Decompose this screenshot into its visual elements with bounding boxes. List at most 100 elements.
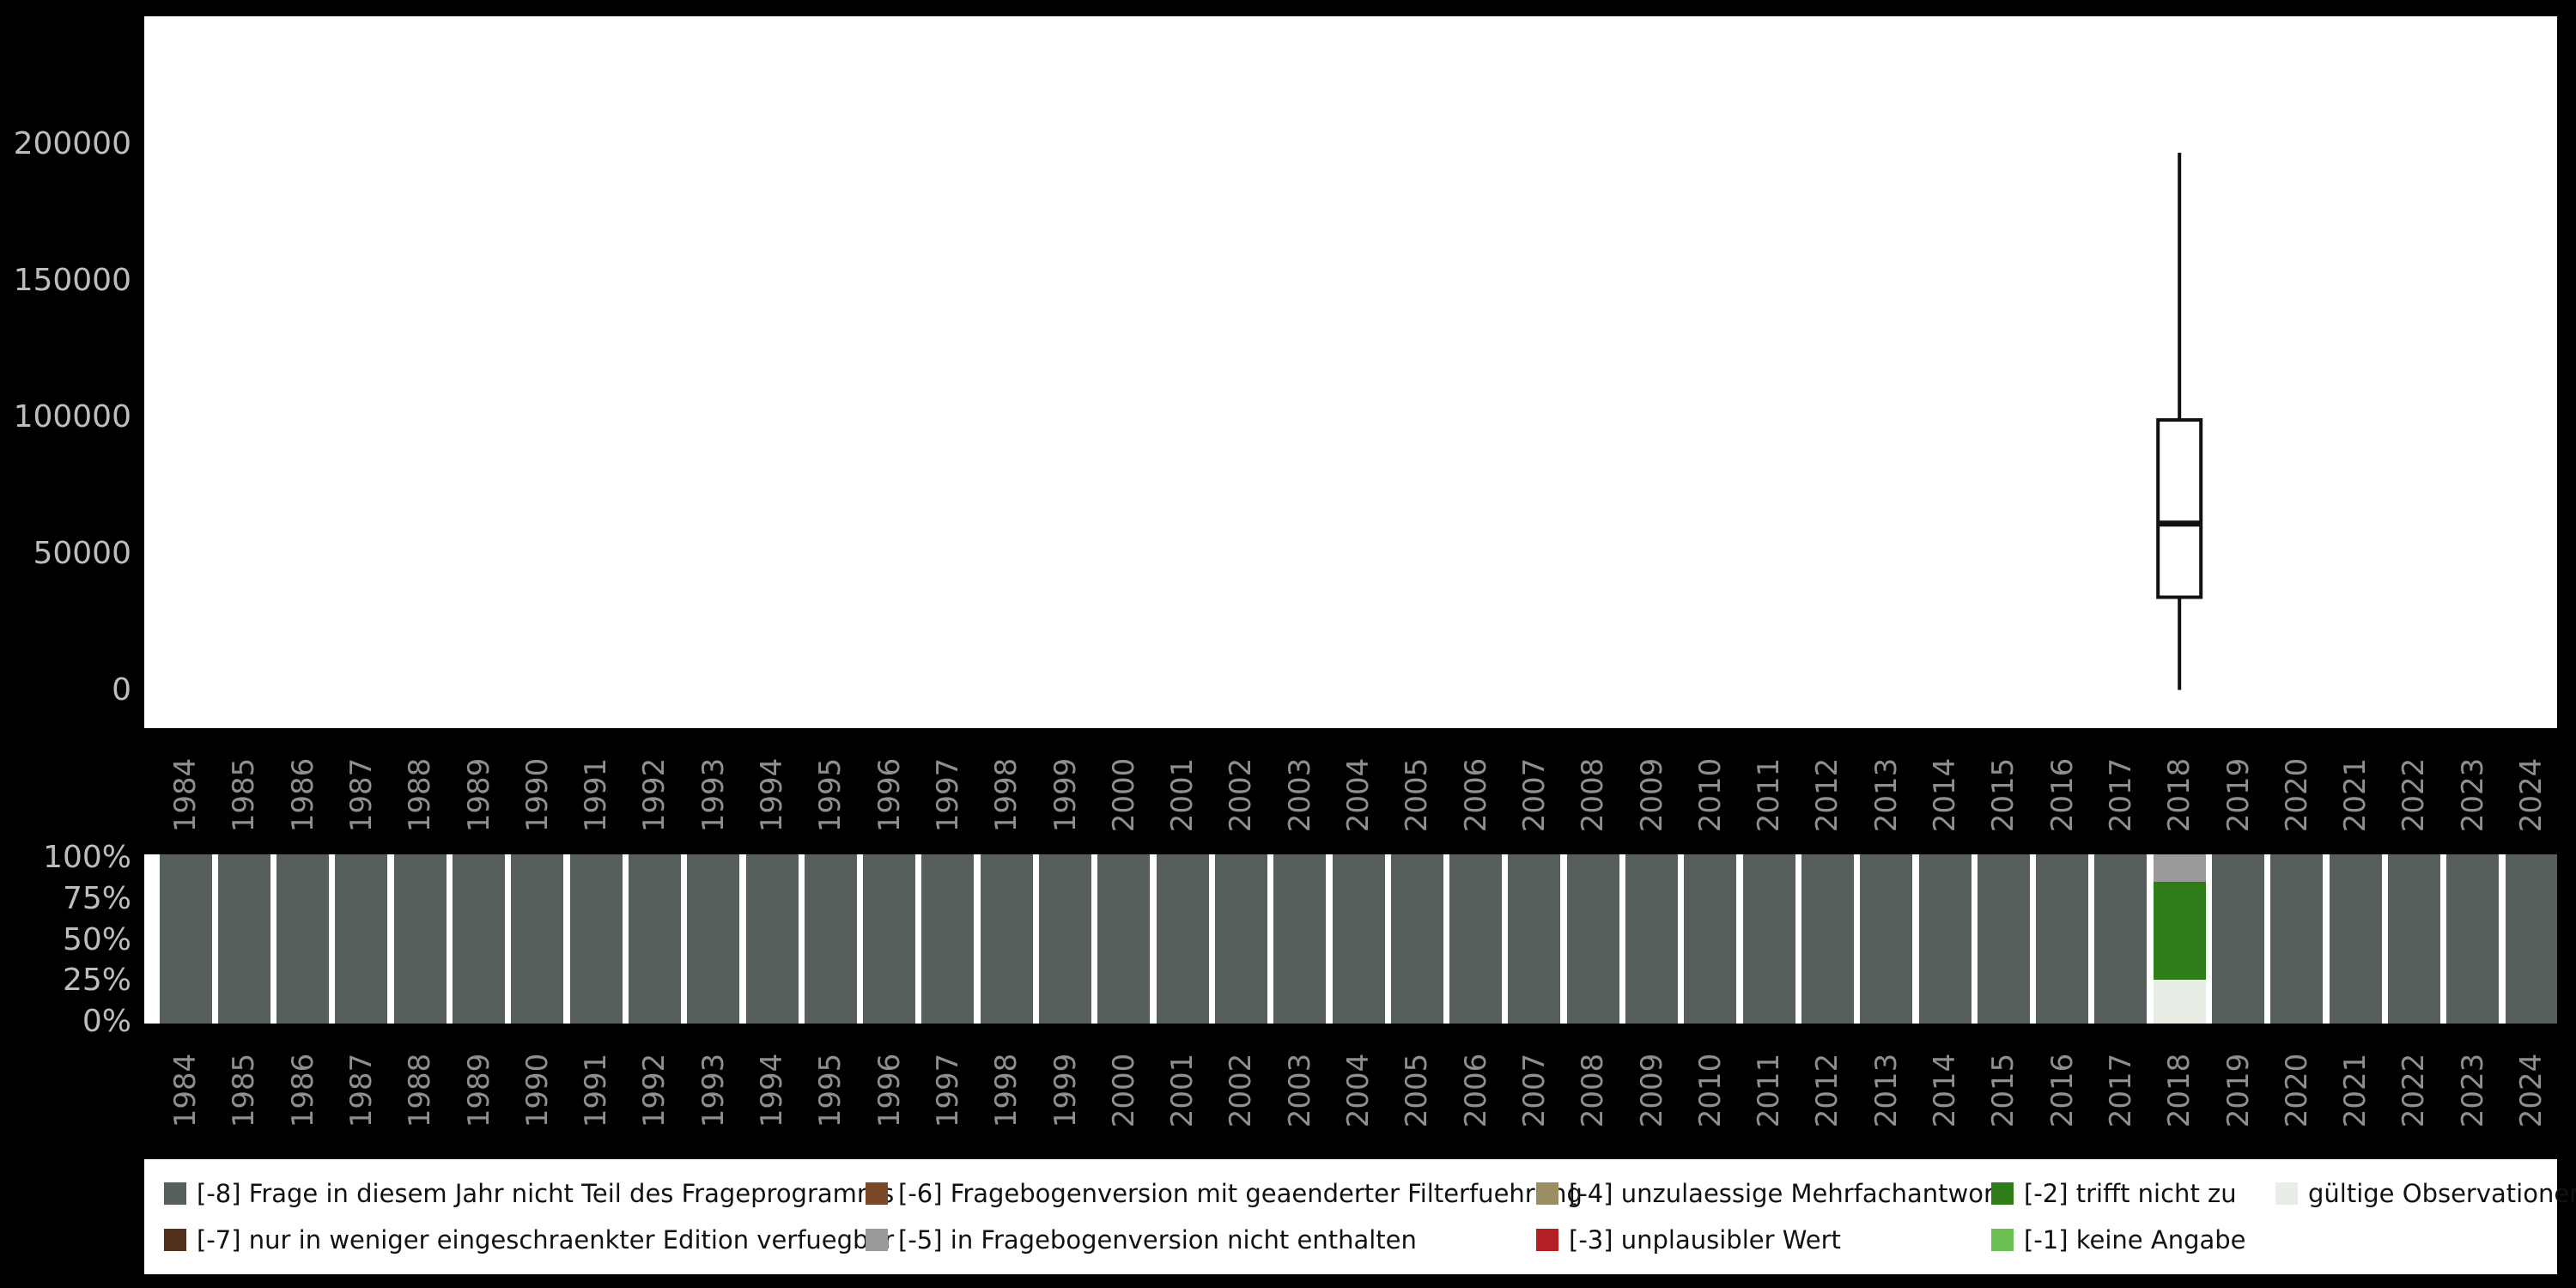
x-axis-tick-label: 2020 xyxy=(2279,1053,2314,1128)
x-axis-tick-label: 2004 xyxy=(1341,757,1376,833)
bar-segment--8 xyxy=(980,854,1033,1024)
bar-segment--8 xyxy=(2094,854,2148,1024)
bar-segment--8 xyxy=(2505,854,2557,1024)
x-axis-tick-label: 1998 xyxy=(989,1053,1024,1128)
stacked-bar-1986 xyxy=(276,854,330,1024)
stacked-bar-1995 xyxy=(804,854,857,1024)
bar-segment--8 xyxy=(159,854,212,1024)
x-axis-tick-label: 1987 xyxy=(343,1053,379,1128)
legend-item--4: [-4] unzulaessige Mehrfachantwort xyxy=(1536,1178,2003,1209)
x-axis-tick-label: 1990 xyxy=(519,757,555,833)
bar-segment--8 xyxy=(687,854,740,1024)
x-axis-tick-label: 1994 xyxy=(755,1053,789,1128)
stacked-bar-2007 xyxy=(1508,854,1561,1024)
x-axis-tick-label: 2005 xyxy=(1400,1053,1435,1128)
stacked-bar-2021 xyxy=(2329,854,2382,1024)
legend-label--6: [-6] Fragebogenversion mit geaenderter F… xyxy=(898,1179,1583,1208)
bar-segment--2 xyxy=(2153,881,2206,980)
x-axis-tick-label: 1996 xyxy=(872,1053,907,1128)
x-axis-tick-label: 2010 xyxy=(1692,1053,1728,1128)
stacked-bar-2016 xyxy=(2036,854,2089,1024)
x-axis-tick-label: 2024 xyxy=(2514,1053,2549,1128)
stacked-bar-2006 xyxy=(1449,854,1503,1024)
percent-axis-tick-label: 75% xyxy=(62,880,131,916)
boxplot-figure xyxy=(2156,152,2203,690)
bar-segment--8 xyxy=(1566,854,1619,1024)
stacked-bar-1997 xyxy=(921,854,975,1024)
x-axis-tick-label: 2015 xyxy=(1986,757,2021,833)
x-axis-tick-label: 2003 xyxy=(1282,757,1317,833)
x-axis-tick-label: 2013 xyxy=(1868,757,1904,833)
bar-segment--8 xyxy=(1508,854,1561,1024)
bar-segment--8 xyxy=(2387,854,2440,1024)
x-axis-tick-label: 2016 xyxy=(2044,757,2080,833)
stacked-bar-2010 xyxy=(1684,854,1737,1024)
bar-segment--8 xyxy=(2036,854,2089,1024)
stacked-bar-2017 xyxy=(2094,854,2148,1024)
bar-segment--8 xyxy=(2446,854,2500,1024)
x-axis-tick-label: 1995 xyxy=(813,1053,848,1128)
legend-swatch-valid xyxy=(2275,1182,2298,1205)
x-axis-tick-label: 2021 xyxy=(2338,757,2373,833)
stacked-bar-2004 xyxy=(1332,854,1385,1024)
stacked-bar-1984 xyxy=(159,854,212,1024)
x-axis-tick-label: 2001 xyxy=(1165,1053,1200,1128)
bar-segment--8 xyxy=(1684,854,1737,1024)
legend-label--5: [-5] in Fragebogenversion nicht enthalte… xyxy=(898,1225,1417,1255)
boxplot-x-axis: 1984 1985 1986 1987 1988 1989 1990 1991 1992 1993… xyxy=(144,735,2557,855)
x-axis-tick-label: 1998 xyxy=(989,757,1024,833)
stacked-bar-2009 xyxy=(1625,854,1678,1024)
legend-label--7: [-7] nur in weniger eingeschraenkter Edi… xyxy=(197,1225,895,1255)
bar-segment--8 xyxy=(2329,854,2382,1024)
x-axis-tick-label: 1999 xyxy=(1048,757,1083,833)
x-axis-tick-label: 2011 xyxy=(1752,757,1787,833)
percent-axis-tick-label: 100% xyxy=(43,840,131,875)
legend-item--1: [-1] keine Angabe xyxy=(1991,1224,2246,1255)
x-axis-tick-label: 2009 xyxy=(1634,757,1669,833)
x-axis-tick-label: 2016 xyxy=(2044,1053,2080,1128)
boxplot-plot-area xyxy=(144,16,2557,728)
bar-segment--5 xyxy=(2153,854,2206,882)
x-axis-tick-label: 2011 xyxy=(1752,1053,1787,1128)
y-axis-tick-label: 150000 xyxy=(13,263,131,299)
stacked-bar-plot-area xyxy=(144,854,2557,1024)
x-axis-tick-label: 2018 xyxy=(2162,757,2197,833)
bar-segment--8 xyxy=(1039,854,1091,1024)
legend-swatch--7 xyxy=(164,1229,186,1251)
x-axis-tick-label: 1987 xyxy=(343,757,379,833)
bar-segment--8 xyxy=(804,854,857,1024)
x-axis-tick-label: 1997 xyxy=(930,1053,965,1128)
y-axis-tick-label: 100000 xyxy=(13,398,131,434)
stacked-bar-2023 xyxy=(2446,854,2500,1024)
stacked-bar-2012 xyxy=(1801,854,1854,1024)
x-axis-tick-label: 2006 xyxy=(1458,1053,1493,1128)
x-axis-tick-label: 1991 xyxy=(579,1053,614,1128)
x-axis-tick-label: 2006 xyxy=(1458,757,1493,833)
stacked-bar-2019 xyxy=(2212,854,2264,1024)
legend-label--4: [-4] unzulaessige Mehrfachantwort xyxy=(1569,1179,2004,1208)
stacked-bar-1994 xyxy=(745,854,799,1024)
legend-swatch--1 xyxy=(1991,1229,2014,1251)
x-axis-tick-label: 1995 xyxy=(813,757,848,833)
stacked-bar-2011 xyxy=(1742,854,1795,1024)
legend-label--8: [-8] Frage in diesem Jahr nicht Teil des… xyxy=(197,1179,895,1208)
stacked-bar-x-axis: 1984 1985 1986 1987 1988 1989 1990 1991 1992 1993… xyxy=(144,1030,2557,1151)
bar-segment-valid xyxy=(2153,979,2206,1024)
bar-segment--8 xyxy=(1918,854,1971,1024)
x-axis-tick-label: 2024 xyxy=(2514,757,2549,833)
bar-segment--8 xyxy=(1742,854,1795,1024)
percent-axis-tick-label: 0% xyxy=(82,1004,131,1039)
stacked-bar-2005 xyxy=(1390,854,1443,1024)
percent-y-axis: 100% 75% 50% 25% 0% xyxy=(0,841,131,1039)
x-axis-tick-label: 2017 xyxy=(2103,1053,2138,1128)
x-axis-tick-label: 1988 xyxy=(403,757,438,833)
legend-label--2: [-2] trifft nicht zu xyxy=(2024,1179,2237,1208)
x-axis-tick-label: 2015 xyxy=(1986,1053,2021,1128)
bar-segment--8 xyxy=(863,854,916,1024)
bar-segment--8 xyxy=(393,854,447,1024)
x-axis-tick-label: 1986 xyxy=(285,757,320,833)
x-axis-tick-label: 2022 xyxy=(2397,757,2432,833)
y-axis-tick-label: 200000 xyxy=(13,126,131,162)
x-axis-tick-label: 2012 xyxy=(1810,757,1845,833)
x-axis-tick-label: 2021 xyxy=(2338,1053,2373,1128)
